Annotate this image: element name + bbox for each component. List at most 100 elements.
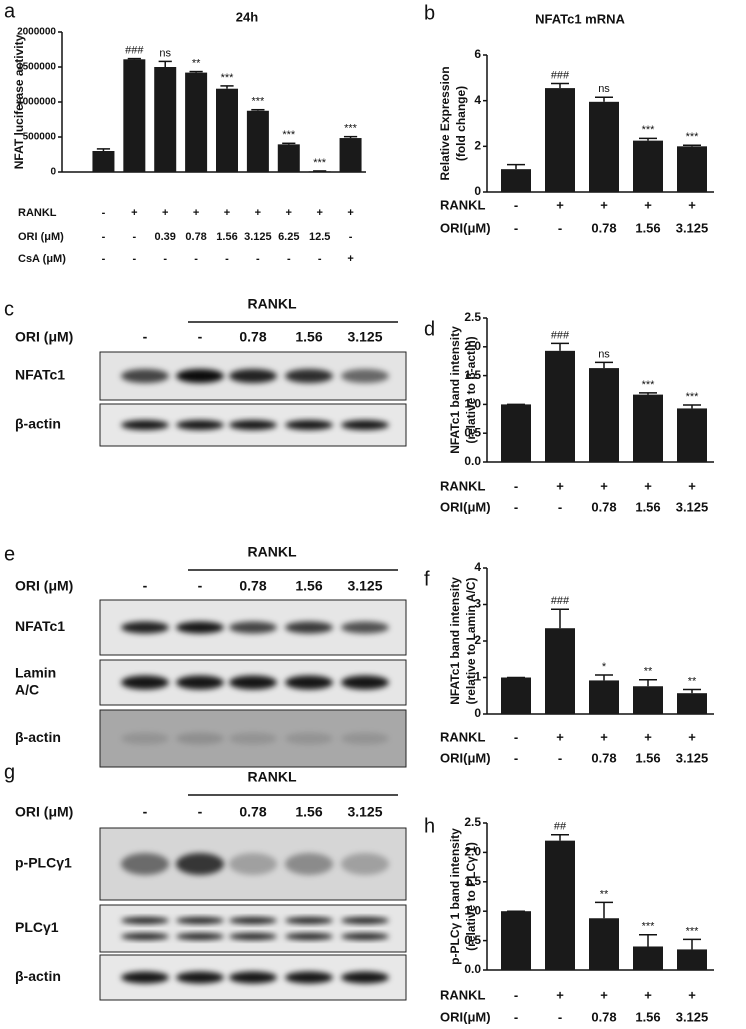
significance-label: ### bbox=[551, 69, 570, 81]
condition-value: + bbox=[644, 729, 652, 744]
bar bbox=[501, 911, 531, 970]
condition-value: + bbox=[600, 729, 608, 744]
blot-band bbox=[229, 369, 277, 383]
y-tick-label: 500000 bbox=[23, 132, 57, 143]
bar bbox=[589, 101, 619, 192]
significance-label: *** bbox=[642, 921, 656, 933]
condition-value: - bbox=[194, 253, 198, 265]
bar bbox=[246, 110, 269, 172]
condition-value: 0.39 bbox=[155, 231, 176, 243]
panel-letter: g bbox=[4, 761, 15, 783]
y-tick-label: 2 bbox=[474, 139, 481, 153]
panel-letter: b bbox=[424, 2, 435, 24]
row-label: Lamin bbox=[15, 665, 56, 681]
condition-value: - bbox=[558, 750, 562, 765]
y-axis-label: p-PLCγ 1 band intensity bbox=[448, 828, 462, 965]
condition-value: + bbox=[688, 987, 696, 1002]
y-tick-label: 2.5 bbox=[464, 815, 481, 829]
blot-band bbox=[341, 732, 389, 745]
row-label: p-PLCγ1 bbox=[15, 855, 72, 871]
blot-band bbox=[176, 732, 224, 745]
condition-value: - bbox=[514, 197, 518, 212]
row-label: A/C bbox=[15, 682, 39, 698]
blot-band bbox=[341, 621, 389, 634]
condition-value: - bbox=[514, 987, 518, 1002]
y-axis-label: NFATc1 band intensity bbox=[448, 577, 462, 705]
lane-label: - bbox=[198, 578, 203, 594]
lane-label: - bbox=[198, 804, 203, 820]
bar bbox=[677, 693, 707, 714]
blot-band bbox=[341, 853, 389, 875]
condition-value: 0.78 bbox=[591, 220, 616, 235]
condition-value: + bbox=[255, 207, 261, 219]
blot-band bbox=[341, 675, 389, 690]
bar bbox=[216, 88, 238, 172]
significance-label: ns bbox=[598, 348, 610, 360]
condition-value: - bbox=[514, 750, 518, 765]
bar bbox=[677, 949, 707, 970]
significance-label: *** bbox=[686, 131, 700, 143]
condition-value: + bbox=[286, 207, 292, 219]
y-axis-label: (relative to PLCγ 1) bbox=[464, 842, 478, 951]
y-tick-label: 2.5 bbox=[464, 310, 481, 324]
bar bbox=[545, 350, 575, 462]
condition-value: + bbox=[162, 207, 168, 219]
condition-label: RANKL bbox=[440, 197, 486, 212]
condition-label: ORI (μM) bbox=[15, 329, 73, 345]
condition-value: + bbox=[688, 197, 696, 212]
condition-value: 3.125 bbox=[676, 1009, 709, 1024]
bar bbox=[677, 408, 707, 462]
y-tick-label: 1.5 bbox=[464, 368, 481, 382]
bar bbox=[501, 169, 531, 192]
condition-value: 1.56 bbox=[635, 750, 660, 765]
condition-value: 0.78 bbox=[591, 1009, 616, 1024]
blot-band bbox=[176, 675, 224, 690]
lane-label: - bbox=[198, 329, 203, 345]
condition-label: ORI (μM) bbox=[18, 231, 64, 243]
condition-value: - bbox=[558, 499, 562, 514]
blot-band bbox=[176, 853, 224, 875]
bar bbox=[277, 144, 300, 172]
y-tick-label: 4 bbox=[474, 93, 481, 107]
lane-label: - bbox=[143, 804, 148, 820]
significance-label: ** bbox=[688, 675, 697, 687]
condition-value: - bbox=[132, 253, 136, 265]
blot-band bbox=[229, 675, 277, 690]
bar bbox=[123, 59, 146, 172]
condition-value: - bbox=[514, 1009, 518, 1024]
blot-band bbox=[121, 675, 169, 690]
condition-value: + bbox=[193, 207, 199, 219]
lane-label: 1.56 bbox=[295, 804, 322, 820]
blot-band bbox=[229, 732, 277, 745]
panel-letter: h bbox=[424, 815, 435, 837]
blot-band bbox=[176, 621, 224, 634]
condition-value: + bbox=[644, 478, 652, 493]
y-tick-label: 6 bbox=[474, 47, 481, 61]
bar bbox=[633, 394, 663, 462]
condition-value: - bbox=[287, 253, 291, 265]
significance-label: *** bbox=[642, 379, 656, 391]
blot-band bbox=[341, 933, 389, 940]
blot-band bbox=[285, 675, 333, 690]
blot-band bbox=[229, 853, 277, 875]
condition-value: + bbox=[224, 207, 230, 219]
condition-value: - bbox=[132, 231, 136, 243]
bar bbox=[633, 946, 663, 970]
y-tick-label: 0 bbox=[50, 167, 56, 178]
panel-letter: a bbox=[4, 0, 16, 22]
y-axis-label: NFATc1 band intensity bbox=[448, 326, 462, 454]
condition-value: 1.56 bbox=[635, 220, 660, 235]
condition-label: ORI(μM) bbox=[440, 1009, 491, 1024]
panel-letter: f bbox=[424, 568, 430, 590]
condition-value: - bbox=[514, 499, 518, 514]
row-label: NFATc1 bbox=[15, 618, 65, 634]
condition-value: - bbox=[514, 729, 518, 744]
blot-band bbox=[176, 369, 224, 383]
significance-label: ** bbox=[644, 666, 653, 678]
panel-letter: e bbox=[4, 543, 15, 565]
blot-band bbox=[229, 971, 277, 984]
significance-label: ### bbox=[125, 45, 144, 57]
condition-value: - bbox=[102, 253, 106, 265]
condition-label: ORI(μM) bbox=[440, 499, 491, 514]
lane-label: - bbox=[143, 578, 148, 594]
